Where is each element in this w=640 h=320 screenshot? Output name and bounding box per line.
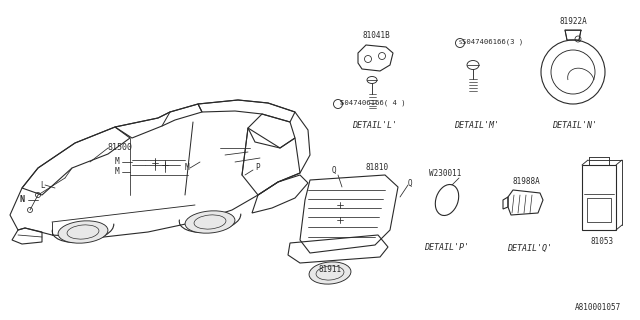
Text: 81911: 81911 bbox=[319, 266, 342, 275]
Bar bbox=[582, 165, 616, 230]
Text: M: M bbox=[115, 167, 120, 177]
Text: S047406166(3 ): S047406166(3 ) bbox=[462, 39, 524, 45]
Text: DETAIL'M': DETAIL'M' bbox=[454, 121, 499, 130]
Text: 81500: 81500 bbox=[108, 143, 132, 153]
Text: P: P bbox=[255, 164, 260, 172]
Text: 81988A: 81988A bbox=[512, 177, 540, 186]
Text: 81053: 81053 bbox=[591, 237, 614, 246]
Text: 81922A: 81922A bbox=[559, 18, 587, 27]
Text: DETAIL'P': DETAIL'P' bbox=[424, 244, 470, 252]
Text: DETAIL'N': DETAIL'N' bbox=[552, 121, 598, 130]
Text: DETAIL'Q': DETAIL'Q' bbox=[508, 244, 552, 252]
Text: W230011: W230011 bbox=[429, 170, 461, 179]
Text: L: L bbox=[40, 180, 45, 189]
Text: N: N bbox=[20, 196, 25, 204]
Text: S: S bbox=[458, 41, 461, 45]
Text: DETAIL'L': DETAIL'L' bbox=[353, 121, 397, 130]
Text: A810001057: A810001057 bbox=[575, 303, 621, 313]
Ellipse shape bbox=[185, 211, 235, 233]
Text: 81041B: 81041B bbox=[362, 30, 390, 39]
Text: Q: Q bbox=[408, 179, 413, 188]
Text: Q: Q bbox=[332, 165, 337, 174]
Text: M: M bbox=[115, 157, 120, 166]
Text: M: M bbox=[185, 164, 189, 172]
Ellipse shape bbox=[309, 262, 351, 284]
Text: S047406166( 4 ): S047406166( 4 ) bbox=[340, 100, 406, 106]
Bar bbox=[587, 197, 611, 222]
Text: 81810: 81810 bbox=[365, 163, 388, 172]
Ellipse shape bbox=[58, 221, 108, 243]
Text: S: S bbox=[340, 100, 343, 106]
